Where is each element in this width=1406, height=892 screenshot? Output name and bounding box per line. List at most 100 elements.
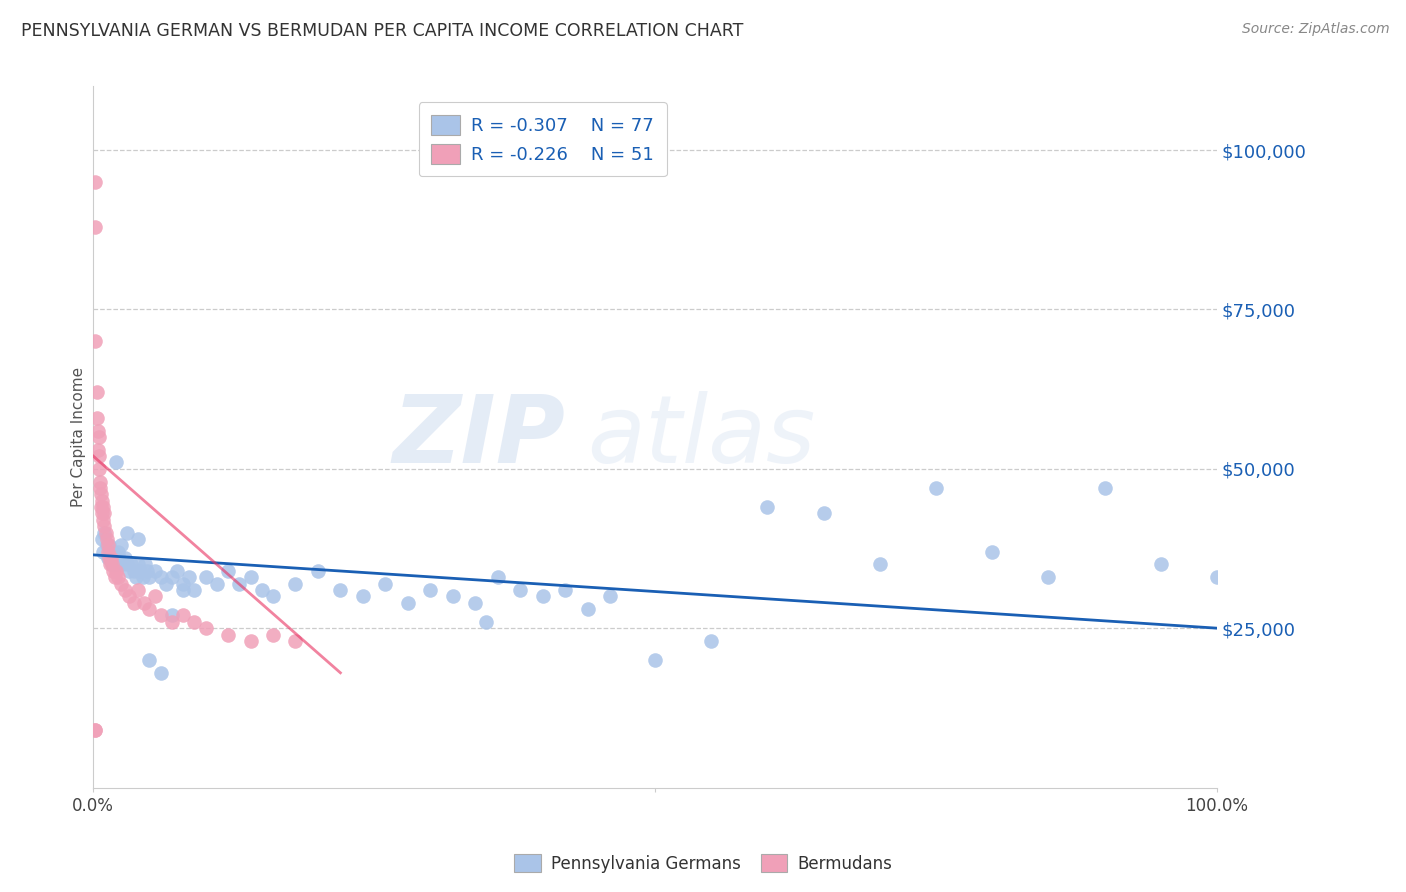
- Point: [576, 602, 599, 616]
- Point: [262, 590, 284, 604]
- Point: [91, 500, 114, 514]
- Point: [111, 558, 134, 572]
- Point: [122, 564, 145, 578]
- Text: atlas: atlas: [588, 392, 815, 483]
- Point: [118, 590, 141, 604]
- Point: [120, 558, 142, 572]
- Point: [138, 653, 160, 667]
- Point: [134, 558, 156, 572]
- Point: [172, 576, 194, 591]
- Point: [396, 596, 419, 610]
- Point: [97, 544, 120, 558]
- Point: [149, 608, 172, 623]
- Point: [132, 596, 155, 610]
- Point: [89, 475, 111, 489]
- Point: [307, 564, 329, 578]
- Point: [93, 507, 115, 521]
- Point: [700, 634, 723, 648]
- Point: [97, 551, 120, 566]
- Point: [127, 558, 149, 572]
- Point: [138, 570, 160, 584]
- Point: [127, 582, 149, 597]
- Point: [217, 627, 239, 641]
- Point: [84, 723, 107, 738]
- Point: [110, 538, 132, 552]
- Point: [262, 627, 284, 641]
- Point: [97, 538, 120, 552]
- Point: [486, 570, 509, 584]
- Point: [131, 570, 153, 584]
- Point: [97, 551, 120, 566]
- Point: [136, 564, 159, 578]
- Point: [172, 582, 194, 597]
- Point: [86, 385, 108, 400]
- Point: [86, 442, 108, 457]
- Point: [104, 564, 127, 578]
- Point: [177, 570, 200, 584]
- Point: [329, 582, 352, 597]
- Point: [217, 564, 239, 578]
- Point: [86, 410, 108, 425]
- Point: [143, 590, 166, 604]
- Point: [115, 525, 138, 540]
- Point: [86, 424, 108, 438]
- Point: [149, 665, 172, 680]
- Point: [138, 602, 160, 616]
- Legend: R = -0.307    N = 77, R = -0.226    N = 51: R = -0.307 N = 77, R = -0.226 N = 51: [419, 103, 666, 177]
- Point: [115, 558, 138, 572]
- Point: [107, 544, 129, 558]
- Point: [228, 576, 250, 591]
- Point: [122, 596, 145, 610]
- Point: [91, 544, 114, 558]
- Point: [108, 551, 131, 566]
- Point: [155, 576, 177, 591]
- Point: [869, 558, 891, 572]
- Point: [149, 570, 172, 584]
- Point: [352, 590, 374, 604]
- Point: [925, 481, 948, 495]
- Point: [981, 544, 1004, 558]
- Point: [97, 538, 120, 552]
- Point: [114, 582, 136, 597]
- Point: [125, 570, 148, 584]
- Point: [1150, 558, 1173, 572]
- Point: [172, 608, 194, 623]
- Point: [205, 576, 228, 591]
- Y-axis label: Per Capita Income: Per Capita Income: [72, 367, 86, 507]
- Point: [104, 455, 127, 469]
- Point: [554, 582, 576, 597]
- Point: [250, 582, 273, 597]
- Point: [98, 544, 121, 558]
- Point: [87, 462, 110, 476]
- Point: [93, 525, 115, 540]
- Point: [91, 493, 114, 508]
- Point: [84, 219, 107, 234]
- Point: [89, 481, 111, 495]
- Point: [110, 576, 132, 591]
- Point: [114, 551, 136, 566]
- Point: [91, 507, 114, 521]
- Point: [284, 634, 307, 648]
- Point: [160, 608, 183, 623]
- Point: [1206, 570, 1229, 584]
- Point: [183, 615, 205, 629]
- Point: [104, 558, 127, 572]
- Point: [127, 532, 149, 546]
- Point: [101, 558, 124, 572]
- Point: [103, 544, 125, 558]
- Point: [475, 615, 498, 629]
- Point: [93, 519, 115, 533]
- Text: Source: ZipAtlas.com: Source: ZipAtlas.com: [1241, 22, 1389, 37]
- Point: [756, 500, 779, 514]
- Point: [118, 564, 141, 578]
- Point: [84, 723, 107, 738]
- Point: [183, 582, 205, 597]
- Point: [100, 551, 122, 566]
- Point: [84, 175, 107, 189]
- Point: [194, 570, 217, 584]
- Point: [599, 590, 621, 604]
- Point: [103, 564, 125, 578]
- Point: [107, 570, 129, 584]
- Point: [531, 590, 554, 604]
- Point: [84, 334, 107, 349]
